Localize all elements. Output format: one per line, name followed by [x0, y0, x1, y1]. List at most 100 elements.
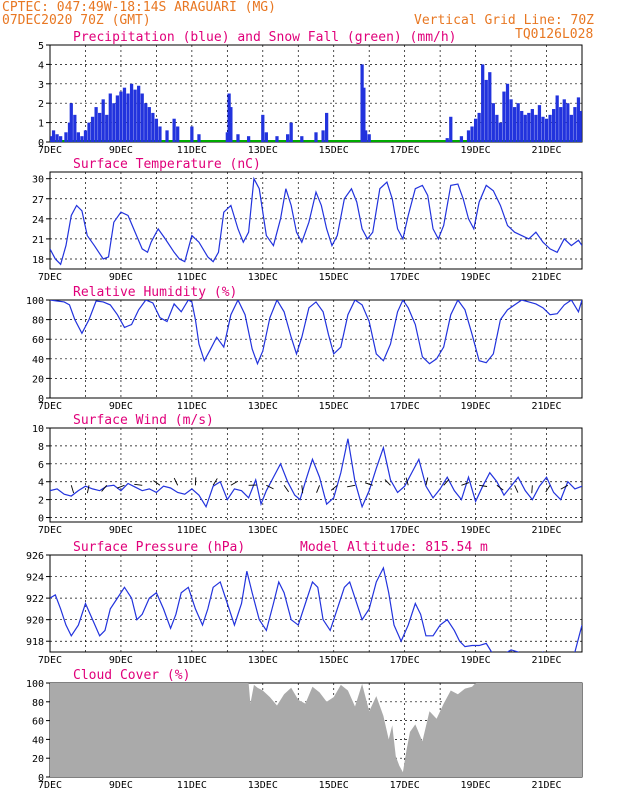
y-tick-label: 100 [26, 296, 44, 307]
series-line [50, 438, 582, 509]
x-tick-label: 13DEC [248, 525, 278, 536]
x-tick-label: 17DEC [390, 272, 420, 283]
precip-bar [569, 114, 573, 142]
precip-bar [190, 126, 194, 142]
precip-bar [73, 114, 77, 142]
x-tick-label: 15DEC [319, 401, 349, 412]
precip-bar [509, 99, 513, 142]
precip-bar [527, 112, 531, 142]
y-tick-label: 60 [32, 335, 44, 346]
panel-4: 0 2 4 6 8 10 7DEC 9DEC 11DEC 13DEC 15DEC 17DEC 19DEC… [32, 413, 583, 536]
precip-bar [50, 136, 54, 142]
precip-bar [80, 136, 84, 142]
plot-area [50, 683, 582, 777]
precip-bar [473, 118, 478, 142]
wind-arrow [514, 485, 519, 493]
panel-5: 918 920 922 924 926 7DEC 9DEC 11DEC 13DEC 15DEC 17… [26, 540, 583, 666]
precip-bar [481, 64, 485, 142]
x-tick-label: 11DEC [177, 655, 207, 666]
y-tick-label: 3 [38, 80, 44, 91]
y-tick-label: 926 [26, 551, 44, 562]
precip-bar [300, 136, 304, 142]
y-tick-label: 918 [26, 637, 44, 648]
panel-title: Cloud Cover (%) [73, 668, 190, 683]
panel-1: 0 1 2 3 4 5 7DEC 9DEC 11DEC 13DEC 15DEC 17DEC 19DEC 2… [38, 30, 583, 156]
wind-arrow [283, 485, 290, 493]
precip-bar [578, 110, 582, 142]
wind-arrow [479, 484, 488, 487]
precip-bar [488, 72, 492, 142]
x-tick-label: 9DEC [109, 655, 133, 666]
panel-title: Surface Temperature (nC) [73, 157, 261, 172]
panel-title: Precipitation (blue) and Snow Fall (gree… [73, 30, 457, 45]
x-tick-label: 21DEC [531, 525, 561, 536]
precip-bar [537, 105, 542, 142]
precip-bar [548, 114, 552, 142]
x-tick-label: 17DEC [390, 780, 420, 791]
precip-bar [552, 109, 556, 142]
precip-bar [112, 103, 116, 142]
y-tick-label: 30 [32, 175, 44, 186]
x-tick-label: 17DEC [390, 655, 420, 666]
precip-bar [129, 83, 134, 142]
precip-bar [367, 134, 371, 142]
wind-arrow [461, 482, 470, 486]
precip-bar [115, 95, 120, 142]
x-tick-label: 21DEC [531, 655, 561, 666]
x-tick-label: 15DEC [319, 145, 349, 156]
precip-bar [477, 112, 481, 142]
panel-title: Relative Humidity (%) [73, 285, 237, 300]
x-tick-label: 9DEC [109, 272, 133, 283]
x-tick-label: 19DEC [461, 780, 491, 791]
y-tick-label: 40 [32, 355, 44, 366]
wind-arrow [443, 479, 450, 486]
precip-bar [59, 136, 63, 142]
precip-bar [470, 126, 474, 142]
x-tick-label: 15DEC [319, 780, 349, 791]
precip-bar [505, 83, 510, 142]
precip-bar [534, 114, 538, 142]
panel-title: Surface Wind (m/s) [73, 413, 214, 428]
precip-bar [64, 132, 68, 142]
wind-arrow [560, 484, 569, 490]
panel-frame [49, 427, 583, 523]
wind-arrow [153, 480, 161, 486]
precip-bar [495, 114, 499, 142]
x-tick-label: 7DEC [38, 780, 62, 791]
y-tick-label: 6 [38, 460, 44, 471]
precip-bar [516, 103, 520, 142]
precip-bar [94, 107, 98, 142]
y-tick-label: 80 [32, 316, 44, 327]
panel-2: 18 21 24 27 30 7DEC 9DEC 11DEC 13DEC 15DEC 17DEC 19… [32, 157, 583, 283]
plot-area [50, 438, 582, 509]
precip-bar [562, 99, 566, 142]
precip-bar [76, 132, 80, 142]
y-tick-label: 60 [32, 717, 44, 728]
wind-arrow [405, 477, 409, 486]
x-tick-label: 13DEC [248, 401, 278, 412]
x-tick-label: 7DEC [38, 655, 62, 666]
x-tick-label: 17DEC [390, 525, 420, 536]
y-tick-label: 8 [38, 442, 44, 453]
wind-arrow [230, 480, 239, 486]
x-tick-label: 19DEC [461, 145, 491, 156]
x-tick-label: 17DEC [390, 401, 420, 412]
y-tick-label: 5 [38, 41, 44, 52]
y-tick-label: 21 [32, 235, 44, 246]
precip-bar [286, 134, 290, 142]
precip-bar [197, 134, 201, 142]
panels: 0 1 2 3 4 5 7DEC 9DEC 11DEC 13DEC 15DEC 17DEC 19DEC 2… [26, 30, 583, 791]
wind-arrow [70, 485, 75, 494]
wind-arrow [86, 485, 90, 494]
y-tick-label: 1 [38, 119, 44, 130]
precip-bar [325, 112, 329, 142]
y-tick-label: 24 [32, 215, 44, 226]
x-tick-label: 9DEC [109, 401, 133, 412]
wind-arrow [496, 484, 504, 491]
precip-bar [520, 110, 524, 142]
precip-bar [555, 95, 559, 142]
precip-bar [541, 116, 545, 142]
x-tick-label: 13DEC [248, 655, 278, 666]
wind-arrow [266, 484, 274, 490]
